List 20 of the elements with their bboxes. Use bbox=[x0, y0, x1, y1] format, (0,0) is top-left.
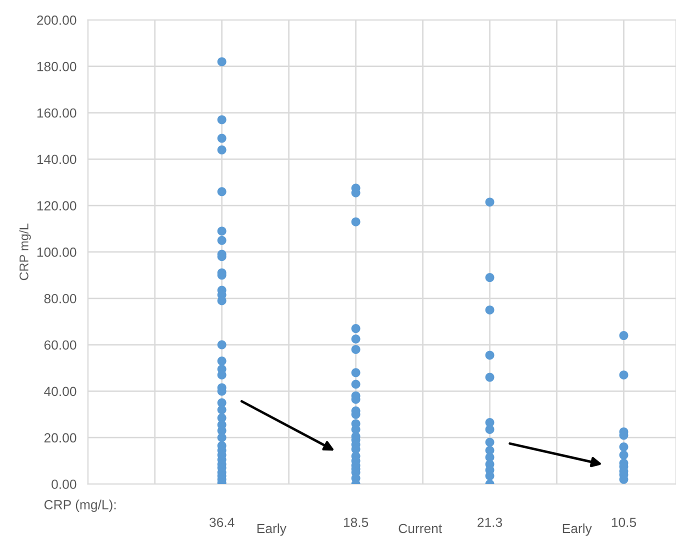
y-axis-title: CRP mg/L bbox=[19, 224, 31, 280]
x-axis-title: CRP (mg/L): bbox=[44, 500, 116, 512]
y-tick-label: 160.00 bbox=[37, 108, 76, 118]
y-tick-label: 180.00 bbox=[37, 62, 76, 72]
x-tick-label: 36.4 bbox=[210, 518, 234, 528]
y-tick-label: 100.00 bbox=[37, 248, 76, 257]
y-tick-label: 200.00 bbox=[37, 16, 76, 25]
y-tick-label: 120.00 bbox=[37, 201, 76, 210]
y-tick-label: 40.00 bbox=[44, 386, 76, 396]
y-tick-label: 20.00 bbox=[44, 433, 76, 443]
text: Current bbox=[398, 524, 442, 534]
x-tick-label: 21.3 bbox=[478, 518, 502, 528]
text: Early bbox=[257, 523, 286, 536]
y-tick-label: 0.00 bbox=[52, 480, 76, 489]
x-tick-label: 18.5 bbox=[344, 518, 368, 528]
text: Early bbox=[562, 523, 592, 536]
y-tick-label: 60.00 bbox=[44, 340, 76, 350]
y-tick-label: 80.00 bbox=[44, 294, 76, 304]
y-tick-label: 140.00 bbox=[37, 154, 76, 164]
x-tick-label: 10.5 bbox=[612, 518, 636, 528]
